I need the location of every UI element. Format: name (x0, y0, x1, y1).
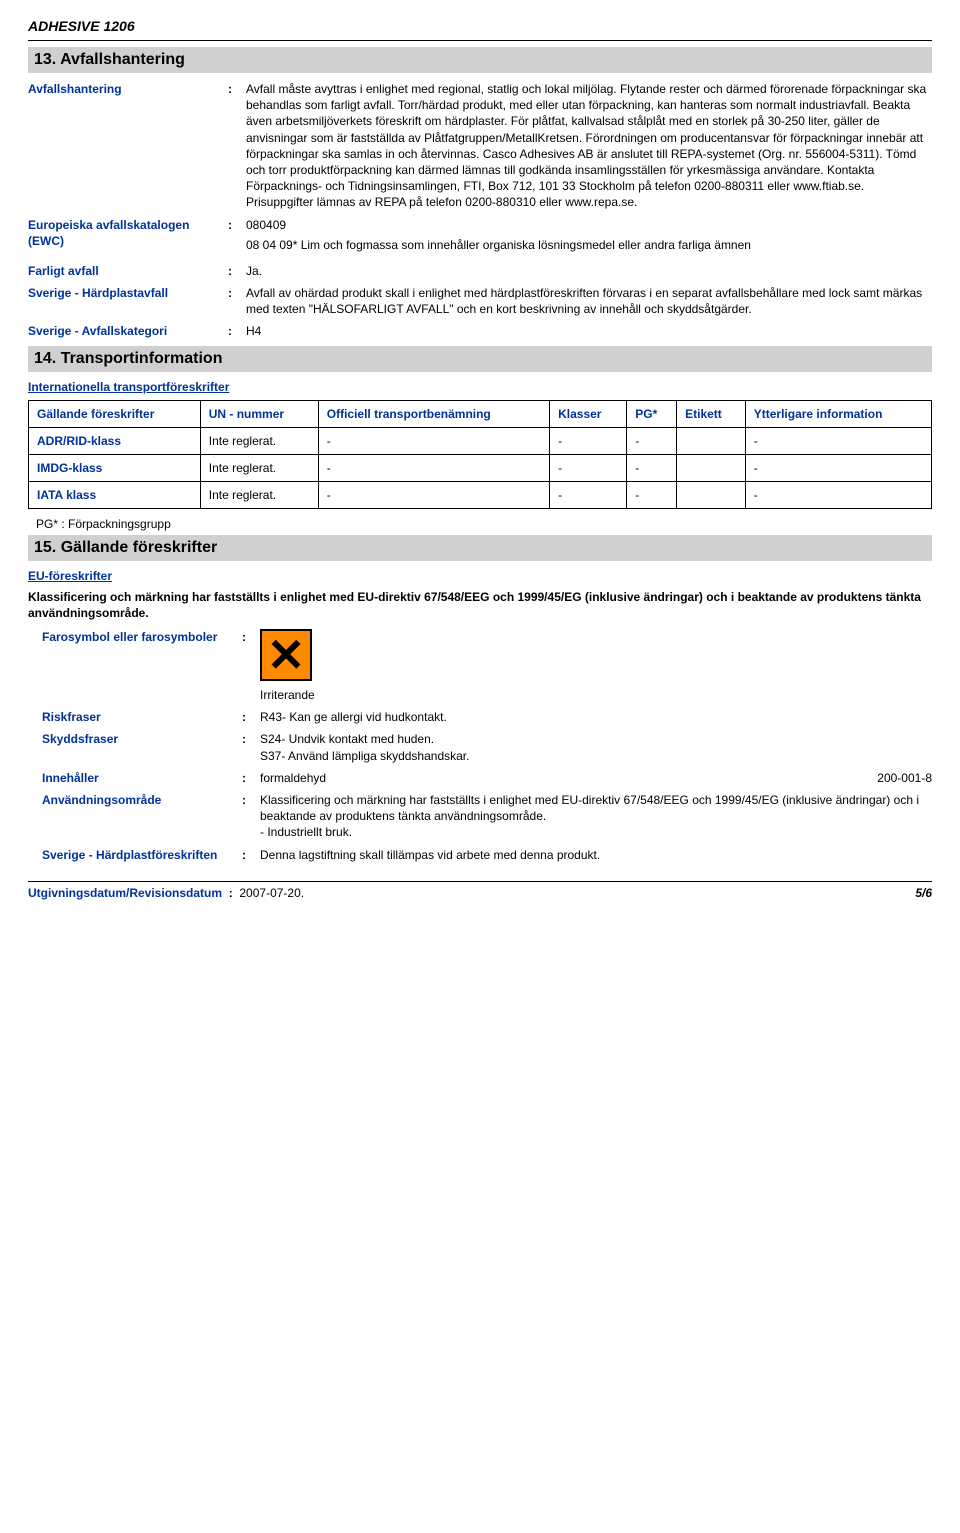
cell: - (627, 454, 677, 481)
footer-page: 5/6 (915, 886, 932, 900)
colon: : (242, 731, 260, 763)
skyddsfraser-label: Skyddsfraser (42, 731, 242, 763)
th-un: UN - nummer (200, 400, 318, 427)
section-14-header: 14. Transportinformation (28, 346, 932, 372)
sverige-hardplast-label: Sverige - Härdplastföreskriften (42, 847, 242, 863)
farosymbol-label: Farosymbol eller farosymboler (42, 629, 242, 703)
cell (677, 481, 746, 508)
riskfraser-label: Riskfraser (42, 709, 242, 725)
doc-title: ADHESIVE 1206 (28, 18, 932, 41)
colon: : (228, 285, 246, 317)
th-ytterligare: Ytterligare information (745, 400, 931, 427)
colon: : (242, 629, 260, 703)
section-15-intro: Klassificering och märkning har faststäl… (28, 589, 932, 621)
th-pg: PG* (627, 400, 677, 427)
th-etikett: Etikett (677, 400, 746, 427)
avfallshantering-value: Avfall måste avyttras i enlighet med reg… (246, 81, 932, 211)
colon: : (228, 217, 246, 257)
section-15-header: 15. Gällande föreskrifter (28, 535, 932, 561)
innehaller-code: 200-001-8 (877, 770, 932, 786)
cell: - (550, 481, 627, 508)
skyddsfraser-v2: S37- Använd lämpliga skyddshandskar. (260, 748, 932, 764)
table-row: ADR/RID-klass Inte reglerat. - - - - (29, 427, 932, 454)
ewc-label: Europeiska avfallskatalogen (EWC) (28, 217, 228, 257)
footer-label: Utgivningsdatum/Revisionsdatum (28, 886, 222, 900)
cell: - (627, 427, 677, 454)
cell: Inte reglerat. (200, 481, 318, 508)
colon: : (242, 770, 260, 786)
riskfraser-value: R43- Kan ge allergi vid hudkontakt. (260, 709, 932, 725)
cell: - (745, 481, 931, 508)
footer-date: 2007-07-20. (239, 886, 304, 900)
cell: Inte reglerat. (200, 427, 318, 454)
cell: - (318, 481, 549, 508)
cell: Inte reglerat. (200, 454, 318, 481)
colon: : (242, 709, 260, 725)
cell: - (550, 427, 627, 454)
colon: : (242, 847, 260, 863)
transport-table: Gällande föreskrifter UN - nummer Offici… (28, 400, 932, 509)
anvandning-label: Användningsområde (42, 792, 242, 841)
hazard-x-glyph: ✕ (267, 632, 306, 678)
hardplast-value: Avfall av ohärdad produkt skall i enligh… (246, 285, 932, 317)
section-14-subheader: Internationella transportföreskrifter (28, 380, 932, 394)
skyddsfraser-v1: S24- Undvik kontakt med huden. (260, 731, 932, 747)
cell: - (745, 427, 931, 454)
page-footer: Utgivningsdatum/Revisionsdatum : 2007-07… (28, 881, 932, 900)
anvandning-v2: - Industriellt bruk. (260, 824, 932, 840)
farligt-label: Farligt avfall (28, 263, 228, 279)
kategori-value: H4 (246, 323, 932, 339)
innehaller-name: formaldehyd (260, 770, 326, 786)
hazard-caption: Irriterande (260, 687, 932, 703)
adr-label: ADR/RID-klass (29, 427, 201, 454)
table-row: IATA klass Inte reglerat. - - - - (29, 481, 932, 508)
kategori-label: Sverige - Avfallskategori (28, 323, 228, 339)
cell: - (627, 481, 677, 508)
innehaller-label: Innehåller (42, 770, 242, 786)
hazard-irritant-icon: ✕ (260, 629, 312, 681)
sverige-hardplast-value: Denna lagstiftning skall tillämpas vid a… (260, 847, 932, 863)
section-15-subheader: EU-föreskrifter (28, 569, 932, 583)
imdg-label: IMDG-klass (29, 454, 201, 481)
colon: : (228, 81, 246, 211)
hardplast-label: Sverige - Härdplastavfall (28, 285, 228, 317)
ewc-value-1: 080409 (246, 217, 932, 233)
cell: - (550, 454, 627, 481)
th-officiell: Officiell transportbenämning (318, 400, 549, 427)
colon: : (228, 323, 246, 339)
pg-note: PG* : Förpackningsgrupp (36, 517, 932, 531)
ewc-value-2: 08 04 09* Lim och fogmassa som innehålle… (246, 237, 932, 253)
avfallshantering-label: Avfallshantering (28, 81, 228, 211)
anvandning-v1: Klassificering och märkning har faststäl… (260, 792, 932, 824)
cell: - (318, 427, 549, 454)
th-klasser: Klasser (550, 400, 627, 427)
colon: : (228, 263, 246, 279)
th-foreskrifter: Gällande föreskrifter (29, 400, 201, 427)
section-13-header: 13. Avfallshantering (28, 47, 932, 73)
iata-label: IATA klass (29, 481, 201, 508)
cell: - (318, 454, 549, 481)
farligt-value: Ja. (246, 263, 932, 279)
cell: - (745, 454, 931, 481)
cell (677, 454, 746, 481)
colon: : (242, 792, 260, 841)
table-row: IMDG-klass Inte reglerat. - - - - (29, 454, 932, 481)
cell (677, 427, 746, 454)
